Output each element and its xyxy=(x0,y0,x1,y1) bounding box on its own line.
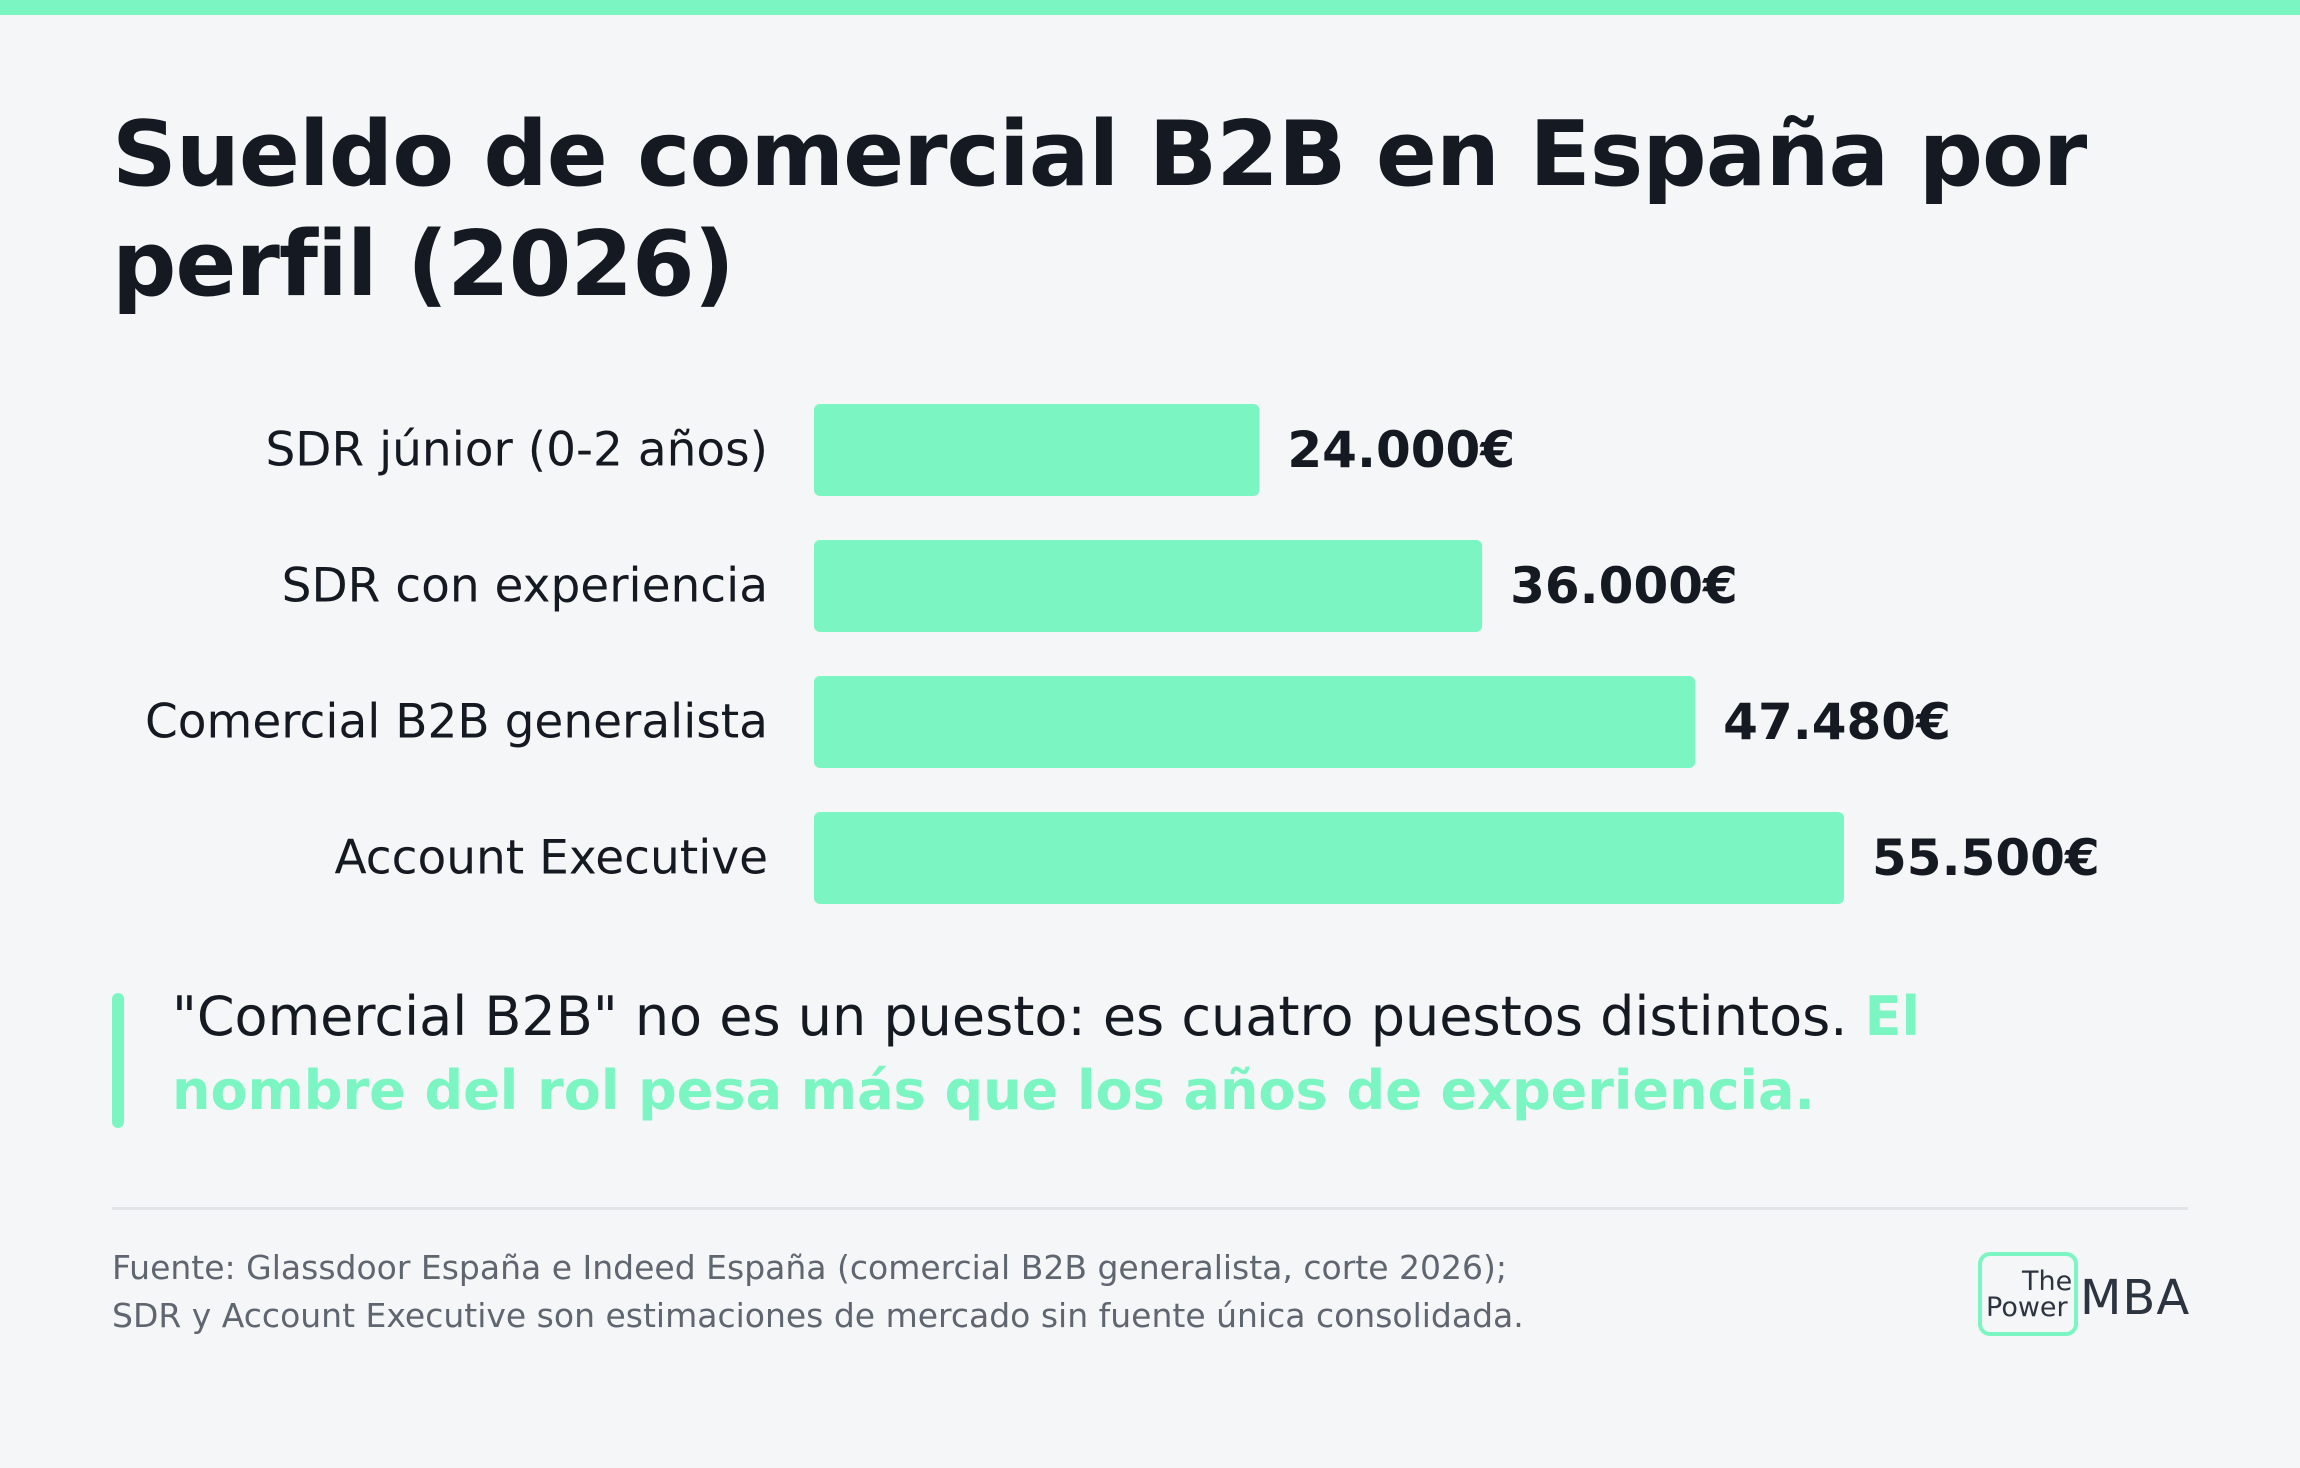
callout-main: "Comercial B2B" no es un puesto: es cuat… xyxy=(172,985,1865,1048)
callout-text: "Comercial B2B" no es un puesto: es cuat… xyxy=(172,980,2072,1128)
bar xyxy=(814,676,1696,768)
source-note: Fuente: Glassdoor España e Indeed España… xyxy=(112,1244,1892,1340)
category-label: Account Executive xyxy=(334,831,768,886)
logo-the: The xyxy=(2022,1266,2073,1297)
value-label: 47.480€ xyxy=(1723,693,1951,751)
logo-frame xyxy=(1978,1252,2078,1336)
top-accent-bar xyxy=(0,0,2300,15)
category-label: SDR júnior (0-2 años) xyxy=(265,423,768,478)
logo-power: Power xyxy=(1986,1292,2068,1323)
value-label: 24.000€ xyxy=(1287,421,1515,479)
logo-mba: MBA xyxy=(2080,1270,2191,1326)
chart-title: Sueldo de comercial B2B en España por pe… xyxy=(112,102,2087,317)
the-power-mba-logo: The Power MBA xyxy=(1978,1252,2190,1344)
source-line-1: Fuente: Glassdoor España e Indeed España… xyxy=(112,1248,1507,1287)
category-label: Comercial B2B generalista xyxy=(145,695,768,750)
value-label: 36.000€ xyxy=(1510,557,1738,615)
callout-accent-bar xyxy=(112,993,124,1128)
divider xyxy=(112,1207,2188,1210)
category-label: SDR con experiencia xyxy=(282,559,768,614)
bar-chart: SDR júnior (0-2 años) 24.000€ SDR con expe… xyxy=(145,404,2100,904)
bar xyxy=(814,404,1260,496)
value-label: 55.500€ xyxy=(1872,829,2100,887)
bar xyxy=(814,812,1844,904)
callout-highlight: El nombre del rol pesa más que los años … xyxy=(172,985,1920,1122)
source-line-2: SDR y Account Executive son estimaciones… xyxy=(112,1296,1524,1335)
bar xyxy=(814,540,1483,632)
